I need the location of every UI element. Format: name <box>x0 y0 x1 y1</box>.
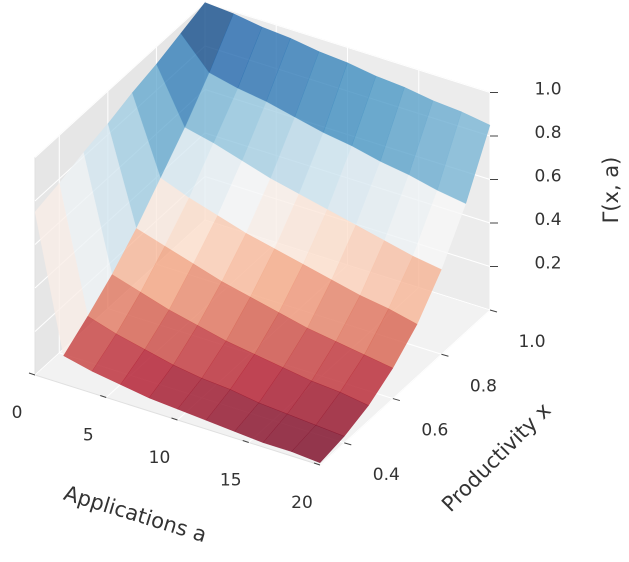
y-tick-label: 0.4 <box>373 465 400 485</box>
y-axis-title: Productivity x <box>437 398 556 517</box>
z-tick-label: 0.2 <box>534 254 561 274</box>
z-tick-label: 0.4 <box>534 210 561 230</box>
tick-mark <box>242 440 249 443</box>
y-tick-label: 1.0 <box>518 332 545 352</box>
y-tick-label: 0.6 <box>421 421 448 441</box>
x-axis-title: Applications a <box>61 481 209 547</box>
z-tick-label: 0.8 <box>534 123 561 143</box>
grid-line <box>34 2 206 158</box>
tick-mark <box>100 395 107 398</box>
surface-patch <box>291 424 345 464</box>
z-axis-title: Γ(x, a) <box>599 157 623 224</box>
tick-mark <box>344 442 352 446</box>
tick-mark <box>313 462 321 466</box>
z-tick-label: 1.0 <box>534 80 561 100</box>
surface <box>34 2 491 464</box>
x-tick-label: 10 <box>149 448 171 468</box>
tick-mark <box>489 309 498 313</box>
y-tick-label: 0.8 <box>470 376 497 396</box>
x-tick-label: 5 <box>83 426 94 446</box>
z-tick-label: 0.6 <box>534 167 561 187</box>
tick-mark <box>392 398 400 402</box>
x-tick-label: 20 <box>291 493 313 513</box>
x-tick-label: 0 <box>12 403 23 423</box>
grid-line <box>204 2 491 93</box>
tick-mark <box>28 372 36 376</box>
tick-mark <box>171 417 178 421</box>
x-tick-label: 15 <box>220 471 242 491</box>
grid-line <box>319 309 491 466</box>
tick-mark <box>441 353 449 357</box>
